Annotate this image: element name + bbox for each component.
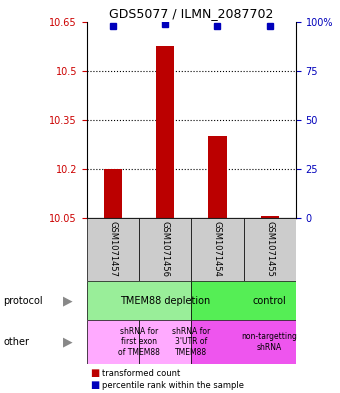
Text: transformed count: transformed count xyxy=(102,369,180,378)
Bar xyxy=(139,320,191,364)
Text: control: control xyxy=(253,296,287,306)
Text: protocol: protocol xyxy=(3,296,43,306)
Bar xyxy=(191,281,296,320)
Text: ▶: ▶ xyxy=(63,335,73,349)
Text: GSM1071454: GSM1071454 xyxy=(213,221,222,277)
Text: ▶: ▶ xyxy=(63,294,73,307)
Text: GSM1071456: GSM1071456 xyxy=(160,221,170,277)
Bar xyxy=(87,218,139,281)
Title: GDS5077 / ILMN_2087702: GDS5077 / ILMN_2087702 xyxy=(109,7,273,20)
Text: ■: ■ xyxy=(90,380,99,390)
Text: TMEM88 depletion: TMEM88 depletion xyxy=(120,296,210,306)
Bar xyxy=(104,169,122,218)
Bar xyxy=(260,216,279,218)
Text: non-targetting
shRNA: non-targetting shRNA xyxy=(242,332,298,352)
Bar xyxy=(243,218,296,281)
Bar xyxy=(156,46,174,218)
Bar xyxy=(87,320,139,364)
Bar xyxy=(87,281,191,320)
Text: GSM1071457: GSM1071457 xyxy=(108,221,117,277)
Text: percentile rank within the sample: percentile rank within the sample xyxy=(102,381,244,389)
Text: shRNA for
3'UTR of
TMEM88: shRNA for 3'UTR of TMEM88 xyxy=(172,327,210,357)
Bar xyxy=(191,218,243,281)
Text: shRNA for
first exon
of TMEM88: shRNA for first exon of TMEM88 xyxy=(118,327,160,357)
Text: ■: ■ xyxy=(90,368,99,378)
Text: other: other xyxy=(3,337,29,347)
Text: GSM1071455: GSM1071455 xyxy=(265,221,274,277)
Bar xyxy=(191,320,296,364)
Bar xyxy=(208,136,226,218)
Bar xyxy=(139,218,191,281)
